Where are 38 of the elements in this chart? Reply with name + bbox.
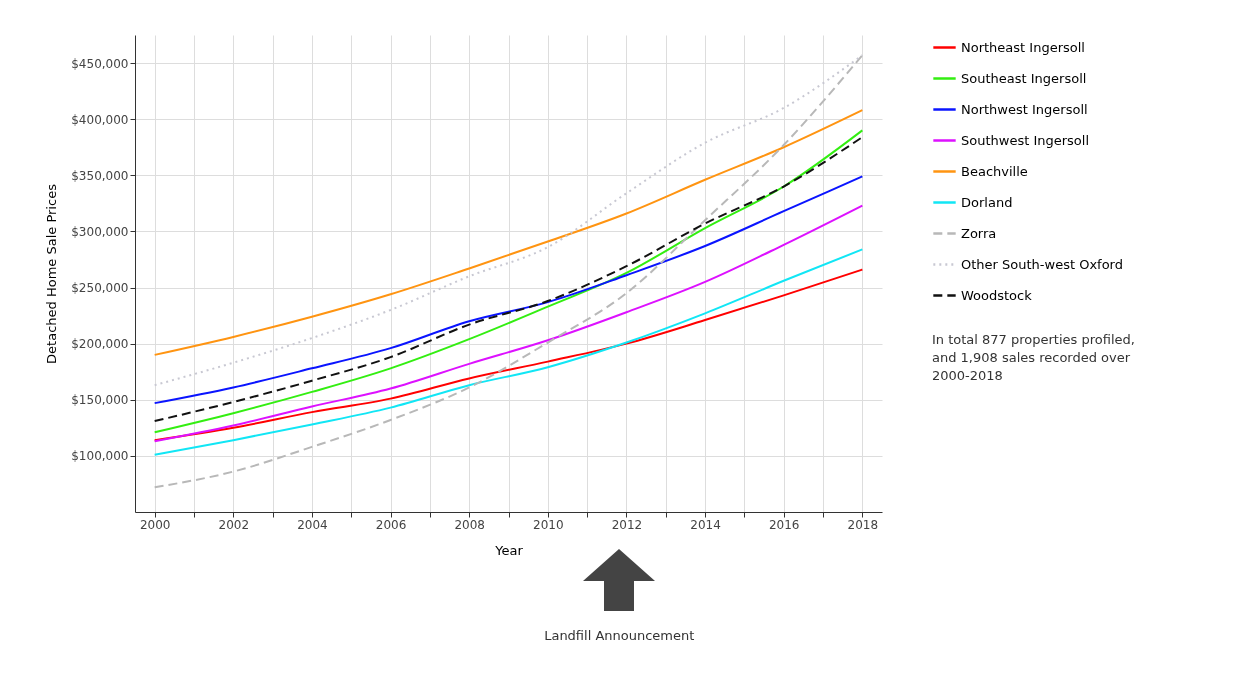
x-axis-title: Year [494,542,524,558]
text: In total 877 properties profiled, and 1,908 sales recorded over 2000-2018 [932,331,1136,385]
text: Landfill Announcement [543,627,696,645]
line-series [153,248,864,456]
y-tick-label: $400,000 [71,112,129,127]
legend-label: Other South-west Oxford [961,256,1123,272]
y-axis-title: Detached Home Sale Prices [44,183,60,364]
line-series [153,175,864,405]
line-series [153,54,864,489]
x-tick-label: 2008 [454,517,485,532]
line-series [153,54,864,387]
line-series [153,204,864,443]
legend-label: Southwest Ingersoll [961,132,1090,148]
legend-label: Northeast Ingersoll [961,39,1085,55]
legend-label: Woodstock [961,287,1033,303]
legend-label: Northwest Ingersoll [961,101,1088,117]
legend-label: Zorra [961,225,997,241]
x-tick-label: 2014 [690,517,721,532]
x-tick-label: 2002 [218,517,250,532]
x-tick-label: 2010 [533,517,564,532]
x-tick-label: 2004 [297,517,328,532]
y-tick-label: $350,000 [71,168,129,183]
x-tick-label: 2018 [847,517,879,532]
line-series [153,109,864,356]
y-tick-label: $250,000 [71,281,129,296]
x-tick-label: 2016 [768,517,800,532]
x-tick-label: 2000 [139,517,171,532]
y-tick-label: $100,000 [71,449,129,464]
x-tick-label: 2012 [611,517,643,532]
y-tick-label: $200,000 [71,337,129,352]
y-tick-label: $300,000 [71,224,129,239]
y-tick-label: $450,000 [71,56,129,71]
y-tick-label: $150,000 [71,393,129,408]
legend-label: Beachville [961,163,1028,179]
legend-label: Dorland [961,194,1013,210]
x-tick-label: 2006 [375,517,407,532]
line-series [153,268,864,442]
legend-label: Southeast Ingersoll [961,70,1087,86]
